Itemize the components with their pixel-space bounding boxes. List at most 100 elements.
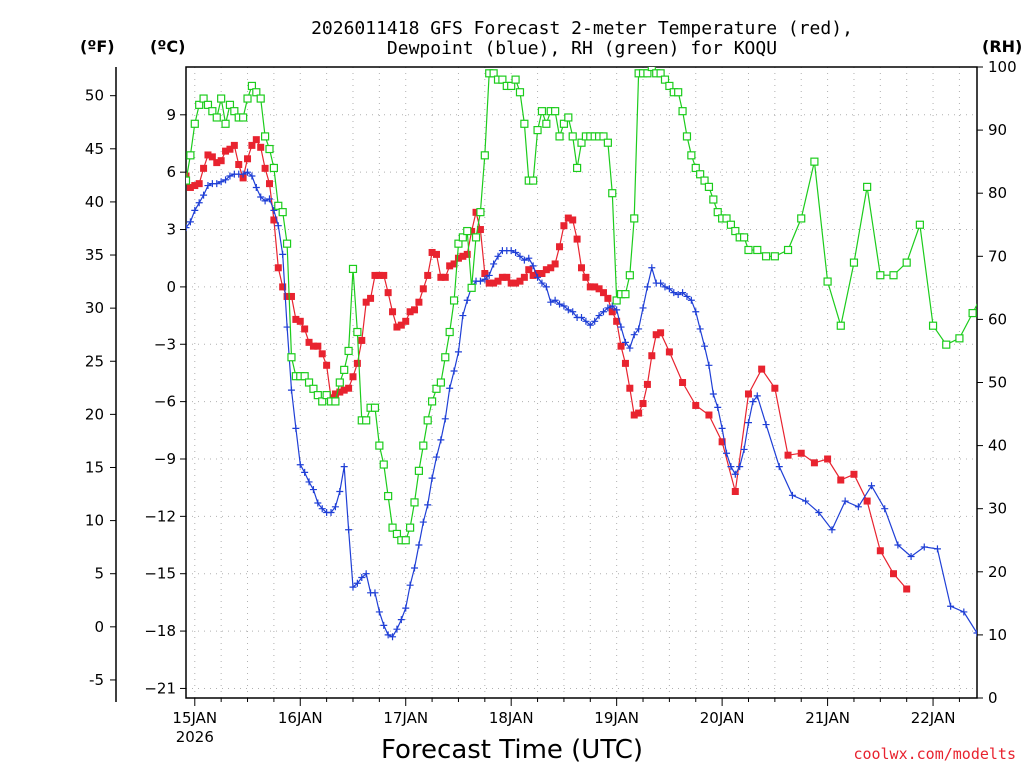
rh-tick-label: 100 [988, 58, 1017, 76]
temperature-point [411, 306, 419, 314]
fahrenheit-tick-label: 20 [85, 405, 104, 423]
rh-tick-label: 20 [988, 563, 1007, 581]
temperature-point [367, 294, 375, 302]
dewpoint-point [727, 463, 735, 471]
dewpoint-point [309, 486, 317, 494]
temperature-point [652, 331, 660, 339]
temperature-point [569, 216, 577, 224]
relative-humidity-point [190, 119, 199, 128]
relative-humidity-point [665, 81, 674, 91]
relative-humidity-point [247, 81, 257, 91]
relative-humidity-point [678, 107, 687, 116]
relative-humidity-point [401, 536, 410, 545]
temperature-point [406, 308, 414, 316]
temperature-point [648, 352, 656, 360]
relative-humidity-point [498, 75, 507, 84]
dewpoint-point [661, 283, 669, 291]
temperature-point [718, 438, 726, 446]
dewpoint-point [731, 470, 739, 478]
relative-humidity-point [256, 94, 265, 103]
relative-humidity-point [876, 271, 885, 280]
celsius-axis: 9 6 3 0 −3 −6 −9 −12 −15 −18 −21 [144, 106, 186, 697]
fahrenheit-tick-label: 0 [94, 618, 104, 636]
relative-humidity-point [696, 170, 705, 179]
temperature-point [503, 273, 511, 281]
celsius-tick-label: −6 [154, 393, 176, 411]
relative-humidity-point [419, 441, 428, 450]
relative-humidity-point [217, 94, 226, 103]
temperature-point [490, 279, 498, 287]
dewpoint-point [213, 180, 221, 188]
rh-tick-label: 30 [988, 500, 1007, 518]
relative-humidity-point [731, 226, 740, 236]
relative-humidity-point [445, 327, 454, 337]
relative-humidity-point [928, 321, 938, 330]
temperature-point [586, 283, 594, 291]
dewpoint-point [744, 419, 752, 427]
relative-humidity-point [836, 321, 845, 330]
dewpoint-point [753, 392, 761, 400]
relative-humidity-point [199, 94, 208, 103]
relative-humidity-point [612, 296, 621, 305]
temperature-point [876, 547, 884, 555]
fahrenheit-tick-label: 35 [85, 246, 104, 264]
series-layer [186, 67, 977, 641]
temperature-point [468, 227, 476, 235]
relative-humidity-point [713, 208, 722, 217]
relative-humidity-point [274, 201, 283, 210]
relative-humidity-point [863, 182, 872, 191]
relative-humidity-point [568, 132, 577, 141]
temperature-point [525, 266, 533, 274]
relative-humidity-point [406, 523, 415, 532]
temperature-point [463, 250, 471, 258]
dewpoint-point [723, 449, 731, 457]
relative-humidity-point [221, 119, 230, 128]
chart-title-line-1: 2026011418 GFS Forecast 2-meter Temperat… [311, 18, 853, 39]
dewpoint-point [933, 545, 941, 553]
dewpoint-point [257, 193, 265, 201]
dewpoint-point [248, 172, 256, 180]
temperature-point [331, 390, 339, 398]
temperature-point [226, 145, 234, 153]
relative-humidity-point [753, 245, 762, 255]
rh-tick-label: 70 [988, 247, 1007, 265]
dewpoint-point [604, 304, 612, 312]
relative-humidity-point [318, 397, 327, 406]
relative-humidity-point [511, 75, 520, 84]
dewpoint-point [635, 325, 643, 333]
temperature-point [529, 271, 537, 279]
temperature-point [301, 325, 309, 333]
relative-humidity-point [700, 176, 709, 185]
temperature-point [810, 459, 818, 467]
dewpoint-point [380, 621, 388, 629]
relative-humidity-point [239, 113, 248, 122]
temperature-point [837, 476, 845, 484]
relative-humidity-point [542, 119, 551, 128]
relative-humidity-point [208, 107, 217, 116]
relative-humidity-point [533, 125, 542, 135]
temperature-point [582, 273, 590, 281]
dewpoint-point [195, 199, 203, 207]
dewpoint-point [613, 306, 621, 314]
dewpoint-point [920, 543, 928, 551]
dewpoint-point [749, 398, 757, 406]
dewpoint-point [674, 291, 682, 299]
relative-humidity-point [608, 189, 617, 198]
chart-title-line-2: Dewpoint (blue), RH (green) for KOQU [387, 38, 777, 59]
dewpoint-point [582, 317, 590, 325]
relative-humidity-point [230, 107, 239, 116]
temperature-point [520, 273, 528, 281]
temperature-point [265, 180, 273, 188]
relative-humidity-point [529, 176, 538, 185]
celsius-tick-label: −18 [144, 622, 176, 640]
dewpoint-point [200, 191, 208, 199]
temperature-point [771, 384, 779, 392]
temperature-point [314, 342, 322, 350]
relative-humidity-point [186, 176, 191, 185]
temperature-point [349, 373, 357, 381]
relative-humidity-point [388, 523, 397, 532]
dewpoint-point [534, 273, 542, 281]
temperature-point [617, 342, 625, 350]
dewpoint-point [578, 313, 585, 321]
